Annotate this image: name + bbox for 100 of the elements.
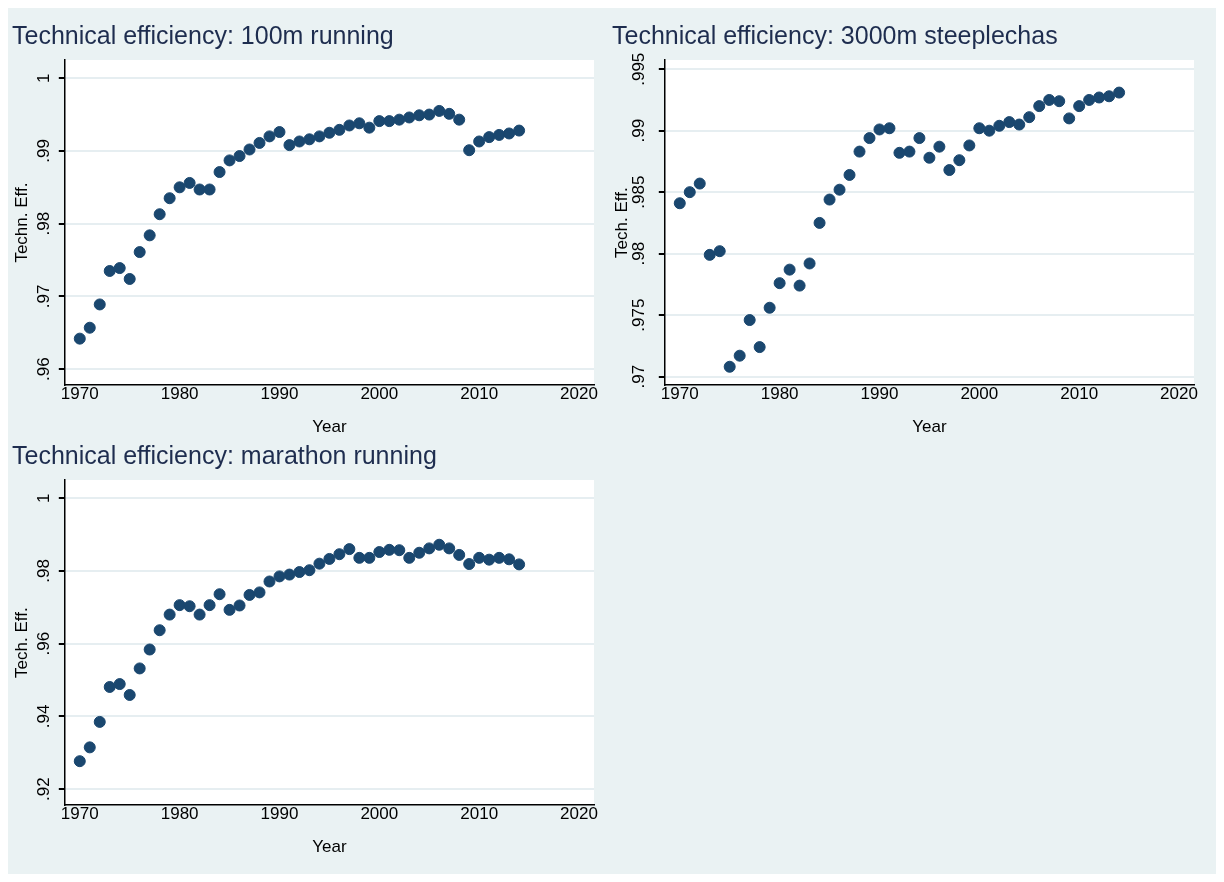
point — [693, 177, 706, 190]
point — [303, 133, 316, 146]
point — [173, 181, 186, 194]
point — [163, 608, 176, 621]
point — [333, 548, 346, 561]
point — [153, 624, 166, 637]
y-tick-label: .94 — [33, 704, 53, 729]
x-tick-label: 2020 — [1160, 383, 1198, 403]
point — [1023, 111, 1036, 124]
point — [263, 130, 276, 143]
point — [233, 150, 246, 163]
point — [123, 688, 136, 701]
point — [443, 107, 456, 120]
point — [1003, 116, 1016, 129]
x-tick-label: 1980 — [160, 383, 199, 403]
point — [1063, 112, 1076, 125]
point — [263, 575, 276, 588]
point — [1043, 93, 1056, 106]
y-axis-title: Techn. Eff. — [11, 182, 31, 263]
point — [1083, 93, 1096, 106]
x-tick-label: 2000 — [360, 803, 399, 823]
point — [853, 145, 866, 158]
point — [123, 272, 136, 285]
point — [823, 193, 836, 206]
point — [883, 122, 896, 135]
point — [473, 551, 486, 564]
y-axis-title: Tech. Eff. — [611, 187, 631, 258]
point — [73, 755, 86, 768]
point — [463, 144, 476, 157]
point — [773, 277, 786, 290]
point — [873, 123, 886, 136]
point — [283, 139, 296, 152]
x-tick-label: 1990 — [260, 803, 299, 823]
point — [273, 126, 286, 139]
point — [393, 544, 406, 557]
point — [433, 538, 446, 551]
point — [93, 298, 106, 311]
y-tick-label: .995 — [628, 52, 648, 86]
point — [413, 546, 426, 559]
x-tick-label: 1970 — [660, 383, 699, 403]
y-tick-label: 1 — [33, 493, 53, 503]
point — [923, 151, 936, 164]
point — [763, 301, 776, 314]
point — [203, 599, 216, 612]
x-tick-label: 1980 — [760, 383, 799, 403]
point — [1073, 100, 1086, 113]
x-tick-label: 1990 — [860, 383, 899, 403]
y-tick-label: .975 — [628, 298, 648, 332]
point — [893, 146, 906, 159]
x-tick-label: 2020 — [560, 803, 598, 823]
point — [143, 643, 156, 656]
x-tick-label: 2000 — [360, 383, 399, 403]
x-axis-title: Year — [312, 837, 347, 857]
point — [503, 127, 516, 140]
point — [443, 542, 456, 555]
x-tick-label: 2000 — [960, 383, 999, 403]
x-tick-label: 2010 — [460, 803, 499, 823]
point — [993, 119, 1006, 132]
point — [363, 551, 376, 564]
point — [743, 314, 756, 327]
point — [1113, 86, 1126, 99]
point — [323, 552, 336, 565]
point — [753, 341, 766, 354]
point — [333, 123, 346, 136]
point — [1033, 100, 1046, 113]
point — [143, 229, 156, 242]
y-tick-label: .96 — [33, 631, 53, 656]
point — [193, 183, 206, 196]
point — [903, 145, 916, 158]
point — [733, 349, 746, 362]
point — [513, 124, 526, 137]
point — [103, 680, 116, 693]
point — [283, 568, 296, 581]
point — [513, 558, 526, 571]
point — [133, 246, 146, 259]
point — [83, 741, 96, 754]
point — [943, 164, 956, 177]
point — [133, 662, 146, 675]
point — [483, 131, 496, 144]
point — [73, 332, 86, 345]
point — [293, 135, 306, 148]
x-tick-label: 2010 — [460, 383, 499, 403]
point — [303, 564, 316, 577]
point — [353, 551, 366, 564]
point — [363, 121, 376, 134]
point — [373, 546, 386, 559]
point — [703, 248, 716, 261]
point — [1093, 91, 1106, 104]
point — [93, 715, 106, 728]
point — [833, 183, 846, 196]
y-tick-label: .985 — [628, 175, 648, 209]
y-tick-label: .98 — [628, 241, 648, 266]
y-tick-label: .98 — [33, 211, 53, 236]
point — [113, 262, 126, 275]
point — [393, 113, 406, 126]
point — [343, 543, 356, 556]
chart-title: Technical efficiency: 100m running — [12, 20, 394, 49]
point — [683, 186, 696, 199]
point — [83, 321, 96, 334]
point — [193, 608, 206, 621]
